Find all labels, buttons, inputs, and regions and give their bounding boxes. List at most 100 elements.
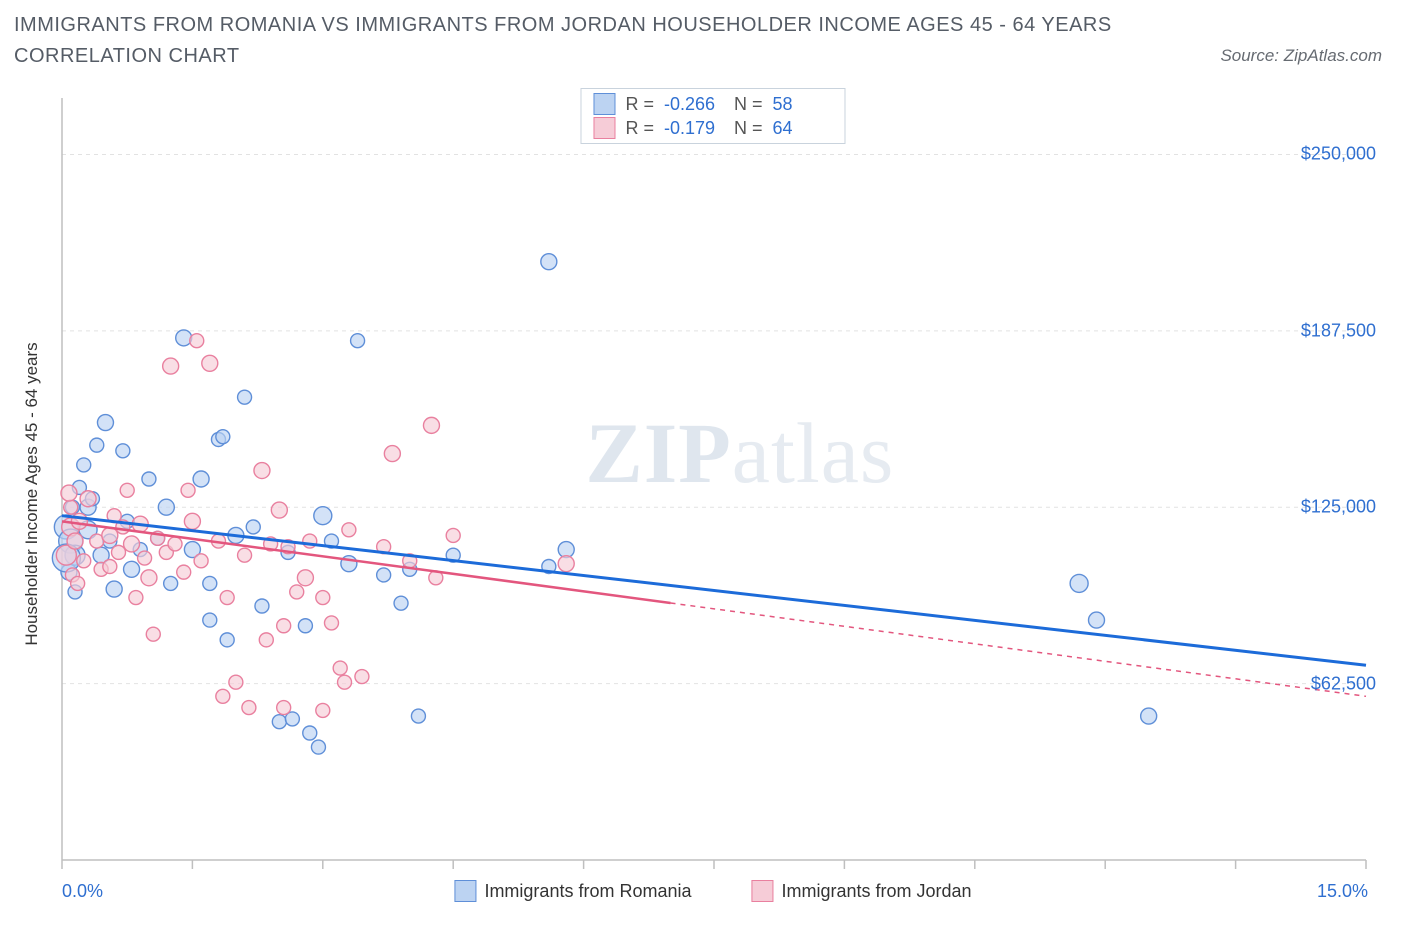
chart-area: Householder Income Ages 45 - 64 years $6…: [40, 88, 1386, 900]
scatter-point: [202, 355, 218, 371]
chart-title: IMMIGRANTS FROM ROMANIA VS IMMIGRANTS FR…: [14, 10, 1236, 72]
scatter-point: [138, 551, 152, 565]
scatter-point: [277, 701, 291, 715]
scatter-point: [272, 715, 286, 729]
scatter-point: [103, 559, 117, 573]
scatter-point: [77, 458, 91, 472]
scatter-point: [271, 502, 287, 518]
scatter-point: [377, 568, 391, 582]
trend-line: [62, 516, 1366, 666]
scatter-point: [120, 483, 134, 497]
scatter-point: [203, 576, 217, 590]
series-legend-label: Immigrants from Romania: [484, 881, 691, 902]
scatter-point: [203, 613, 217, 627]
scatter-point: [316, 591, 330, 605]
scatter-point: [67, 533, 83, 549]
scatter-point: [254, 463, 270, 479]
scatter-point: [64, 500, 78, 514]
scatter-point: [216, 430, 230, 444]
series-legend-item: Immigrants from Romania: [454, 880, 691, 902]
scatter-point: [446, 528, 460, 542]
scatter-point: [342, 523, 356, 537]
scatter-point: [314, 507, 332, 525]
scatter-point: [423, 417, 439, 433]
scatter-point: [112, 545, 126, 559]
scatter-point: [238, 548, 252, 562]
legend-swatch-icon: [752, 880, 774, 902]
scatter-point: [177, 565, 191, 579]
scatter-point: [541, 254, 557, 270]
scatter-point: [355, 670, 369, 684]
scatter-point: [181, 483, 195, 497]
trend-line-dashed: [671, 603, 1366, 696]
legend-swatch-icon: [454, 880, 476, 902]
scatter-point: [102, 527, 118, 543]
series-legend-label: Immigrants from Jordan: [782, 881, 972, 902]
y-tick-label: $62,500: [1311, 673, 1376, 694]
scatter-point: [61, 485, 77, 501]
x-min-label: 0.0%: [62, 881, 103, 902]
scatter-point: [80, 491, 96, 507]
scatter-point: [216, 689, 230, 703]
scatter-point: [1089, 612, 1105, 628]
scatter-point: [259, 633, 273, 647]
scatter-point: [71, 576, 85, 590]
scatter-point: [168, 537, 182, 551]
scatter-point: [324, 616, 338, 630]
series-legend: Immigrants from Romania Immigrants from J…: [454, 880, 971, 902]
correlation-legend: R =-0.266N =58R =-0.179N =64: [580, 88, 845, 144]
scatter-point: [351, 334, 365, 348]
correlation-legend-row: R =-0.179N =64: [593, 117, 832, 139]
scatter-point: [246, 520, 260, 534]
scatter-point: [141, 570, 157, 586]
scatter-point: [220, 633, 234, 647]
y-tick-label: $125,000: [1301, 497, 1376, 518]
scatter-point: [194, 554, 208, 568]
series-legend-item: Immigrants from Jordan: [752, 880, 972, 902]
scatter-point: [333, 661, 347, 675]
scatter-point: [116, 444, 130, 458]
scatter-point: [1070, 574, 1088, 592]
scatter-point: [220, 591, 234, 605]
scatter-point: [1141, 708, 1157, 724]
scatter-point: [124, 536, 140, 552]
source-label: Source: ZipAtlas.com: [1220, 46, 1382, 66]
scatter-point: [238, 390, 252, 404]
scatter-point: [106, 581, 122, 597]
scatter-point: [303, 726, 317, 740]
chart-svg: [40, 88, 1386, 900]
scatter-point: [384, 446, 400, 462]
correlation-legend-row: R =-0.266N =58: [593, 93, 832, 115]
chart-container: IMMIGRANTS FROM ROMANIA VS IMMIGRANTS FR…: [0, 0, 1406, 930]
scatter-point: [142, 472, 156, 486]
scatter-point: [298, 619, 312, 633]
scatter-point: [311, 740, 325, 754]
scatter-point: [163, 358, 179, 374]
scatter-point: [146, 627, 160, 641]
scatter-point: [290, 585, 304, 599]
y-tick-label: $250,000: [1301, 144, 1376, 165]
y-axis-label: Householder Income Ages 45 - 64 years: [22, 342, 42, 645]
scatter-point: [411, 709, 425, 723]
scatter-point: [255, 599, 269, 613]
scatter-point: [77, 554, 91, 568]
scatter-point: [394, 596, 408, 610]
scatter-point: [184, 513, 200, 529]
scatter-point: [90, 438, 104, 452]
scatter-point: [158, 499, 174, 515]
scatter-point: [164, 576, 178, 590]
scatter-point: [190, 334, 204, 348]
scatter-point: [176, 330, 192, 346]
scatter-point: [124, 561, 140, 577]
scatter-point: [97, 415, 113, 431]
scatter-point: [242, 701, 256, 715]
legend-swatch-icon: [593, 117, 615, 139]
legend-swatch-icon: [593, 93, 615, 115]
scatter-point: [229, 675, 243, 689]
scatter-point: [297, 570, 313, 586]
scatter-point: [277, 619, 291, 633]
x-max-label: 15.0%: [1317, 881, 1368, 902]
scatter-point: [558, 556, 574, 572]
y-tick-label: $187,500: [1301, 320, 1376, 341]
scatter-point: [316, 703, 330, 717]
